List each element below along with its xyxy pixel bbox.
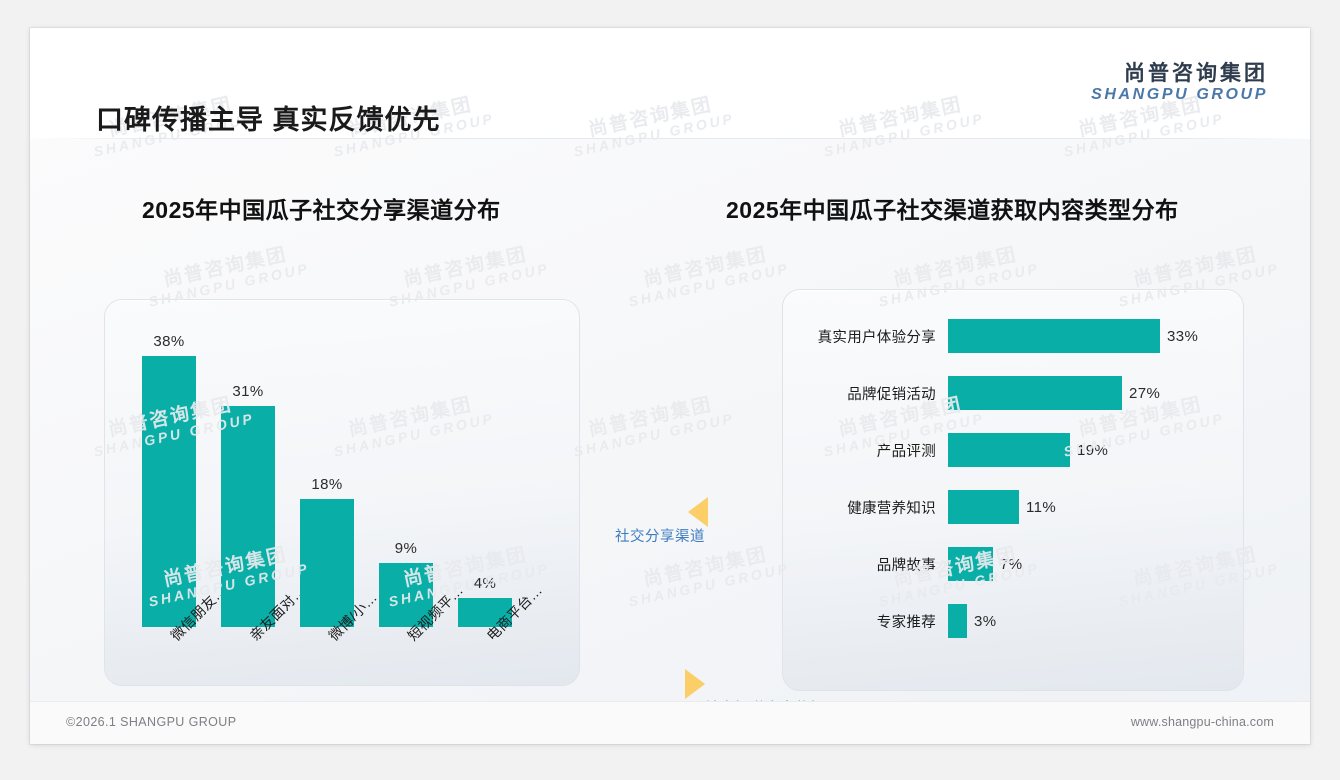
slide-body: 2025年中国瓜子社交分享渠道分布 2025年中国瓜子社交渠道获取内容类型分布 … — [30, 139, 1310, 744]
bar-value-label: 11% — [1026, 498, 1057, 516]
column-chart-item: 9% 短视频平… — [379, 540, 466, 644]
bar-category-label: 品牌故事 — [876, 557, 936, 574]
bar-category-label: 品牌促销活动 — [847, 386, 936, 403]
bar-fill — [948, 547, 993, 581]
bar-category-label: 真实用户体验分享 — [817, 329, 936, 346]
content-type-bar-chart: 真实用户体验分享 33% 品牌促销活动 27% 产品评测 19% 健康营养知识 11% 品牌故事… — [800, 319, 1230, 669]
bar-category-label: 产品评测 — [876, 443, 936, 460]
brand-logo: 尚普咨询集团 SHANGPU GROUP — [1091, 62, 1268, 103]
bar-category-label: 专家推荐 — [876, 614, 936, 631]
bar-chart-row: 品牌故事 7% — [800, 547, 1230, 581]
bar-fill — [948, 604, 967, 638]
connector-label-share-channel: 社交分享渠道 — [615, 529, 705, 545]
column-value-label: 18% — [311, 476, 343, 493]
column-value-label: 9% — [394, 540, 418, 557]
slide-canvas: 尚普咨询集团 SHANGPU GROUP 尚普咨询集团 SHANGPU GROUP 尚普… — [30, 28, 1310, 744]
arrow-left-icon — [688, 497, 708, 527]
left-chart-title: 2025年中国瓜子社交分享渠道分布 — [142, 197, 501, 223]
bar-fill — [948, 376, 1122, 410]
right-chart-title: 2025年中国瓜子社交渠道获取内容类型分布 — [726, 197, 1179, 223]
column-bar — [379, 563, 433, 627]
column-value-label: 31% — [232, 383, 264, 400]
column-bar — [300, 499, 354, 627]
bar-chart-row: 健康营养知识 11% — [800, 490, 1230, 524]
bar-value-label: 27% — [1129, 384, 1161, 402]
column-bar — [458, 598, 512, 627]
header-divider — [30, 138, 1310, 139]
bar-value-label: 19% — [1077, 441, 1109, 459]
column-chart-item: 4% 电商平台… — [458, 575, 545, 644]
bar-chart-row: 真实用户体验分享 33% — [800, 319, 1230, 353]
brand-logo-cn: 尚普咨询集团 — [1124, 62, 1268, 85]
arrow-right-icon — [685, 669, 705, 699]
slide-header: 口碑传播主导 真实反馈优先 尚普咨询集团 SHANGPU GROUP — [30, 28, 1310, 139]
bar-chart-row: 产品评测 19% — [800, 433, 1230, 467]
bar-fill — [948, 433, 1070, 467]
column-value-label: 38% — [153, 333, 185, 350]
bar-value-label: 33% — [1167, 327, 1199, 345]
bar-value-label: 3% — [974, 612, 997, 630]
footer-website: www.shangpu-china.com — [1130, 715, 1274, 729]
bar-category-label: 健康营养知识 — [847, 500, 936, 517]
column-bar — [221, 406, 275, 627]
column-chart-item: 18% 微博/小… — [300, 476, 380, 644]
column-chart-item: 31% 亲友面对… — [221, 383, 308, 644]
slide-footer: ©2026.1 SHANGPU GROUP www.shangpu-china.… — [30, 701, 1310, 744]
footer-copyright: ©2026.1 SHANGPU GROUP — [66, 715, 237, 729]
social-share-channel-column-chart: 38% 微信朋友… 31% 亲友面对… 18% 微博/小… 9% 短视频平… 4% 电商平台… — [134, 309, 554, 709]
bar-value-label: 7% — [1000, 555, 1023, 573]
bar-fill — [948, 319, 1160, 353]
bar-chart-row: 专家推荐 3% — [800, 604, 1230, 638]
column-value-label: 4% — [473, 575, 497, 592]
bar-fill — [948, 490, 1019, 524]
page-title: 口碑传播主导 真实反馈优先 — [96, 105, 441, 135]
column-chart-item: 38% 微信朋友… — [142, 333, 229, 644]
column-bar — [142, 356, 196, 627]
brand-logo-en: SHANGPU GROUP — [1091, 85, 1268, 103]
bar-chart-row: 品牌促销活动 27% — [800, 376, 1230, 410]
